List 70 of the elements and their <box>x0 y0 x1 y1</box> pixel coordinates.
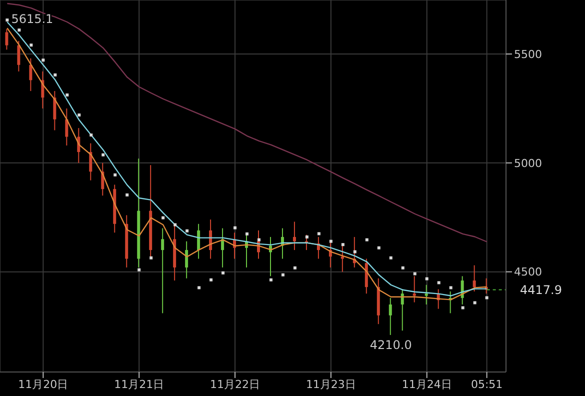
candlestick <box>412 276 416 303</box>
y-tick-label: 5000 <box>514 156 542 170</box>
point <box>317 232 320 236</box>
point <box>473 301 476 304</box>
point <box>461 306 464 310</box>
point <box>222 271 225 274</box>
x-tick-label: 05:51 <box>470 378 503 391</box>
point <box>126 193 129 196</box>
point <box>449 286 452 290</box>
point <box>162 216 165 220</box>
point <box>281 273 284 276</box>
candlestick <box>292 221 296 251</box>
candlestick <box>364 258 368 294</box>
candlestick <box>53 90 56 131</box>
point <box>389 256 392 260</box>
x-tick-label: 11月21日 <box>114 378 164 391</box>
point <box>6 18 9 22</box>
point <box>413 272 416 276</box>
candlestick <box>472 264 476 292</box>
point <box>437 281 440 284</box>
annotation: 4210.0 <box>370 338 412 352</box>
point <box>365 238 368 242</box>
point <box>102 153 105 156</box>
point <box>425 277 428 280</box>
point <box>341 243 344 246</box>
point <box>305 235 308 238</box>
point <box>377 246 380 250</box>
x-tick-label: 11月23日 <box>306 378 356 391</box>
candlestick <box>424 284 428 305</box>
x-tick-label: 11月20日 <box>18 378 68 391</box>
point <box>138 268 141 272</box>
y-tick-label: 4500 <box>514 266 542 279</box>
candlestick <box>400 288 404 332</box>
annotation: 5615.1 <box>11 12 54 26</box>
point <box>114 173 117 176</box>
candlestick <box>388 297 392 336</box>
candlestick <box>29 58 32 92</box>
point <box>353 250 356 254</box>
point <box>485 296 488 300</box>
candlestick <box>89 142 92 181</box>
point <box>210 278 213 282</box>
ref-line-label: 4417.9 <box>520 282 562 297</box>
candlestick <box>161 228 164 314</box>
candlestick <box>17 40 20 72</box>
point <box>54 73 57 76</box>
point <box>293 266 296 270</box>
point <box>30 44 33 47</box>
line-series <box>6 2 488 242</box>
point <box>401 266 404 270</box>
point <box>246 232 249 236</box>
point <box>150 256 153 260</box>
point <box>66 93 69 96</box>
point <box>329 240 332 243</box>
point <box>18 28 21 32</box>
candlestick <box>185 240 188 279</box>
point <box>257 238 260 242</box>
point <box>234 226 237 230</box>
point <box>269 278 272 282</box>
point <box>42 58 45 62</box>
point <box>186 229 189 232</box>
x-tick-label: 11月24日 <box>402 378 452 391</box>
point <box>174 223 177 226</box>
point <box>198 286 201 290</box>
y-tick-label: 5500 <box>514 48 542 61</box>
x-tick-label: 11月22日 <box>210 378 260 391</box>
point <box>78 114 81 116</box>
candlestick <box>5 28 8 50</box>
point <box>90 134 93 137</box>
candlestick <box>65 108 68 146</box>
candlestick <box>197 223 200 260</box>
